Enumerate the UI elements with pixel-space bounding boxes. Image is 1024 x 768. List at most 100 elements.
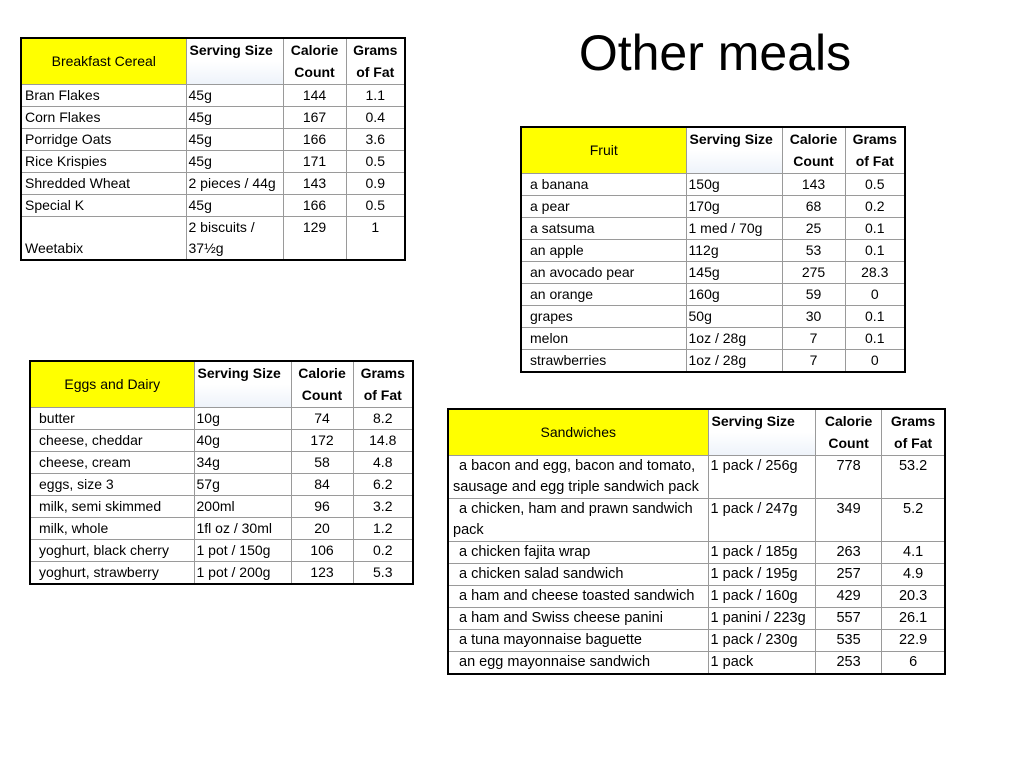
grams-of-fat: 0.9 <box>345 171 406 195</box>
food-name: Rice Krispies <box>20 149 187 173</box>
grams-of-fat: 14.8 <box>352 428 414 452</box>
calorie-count: 68 <box>781 194 846 218</box>
food-name: Porridge Oats <box>20 127 187 151</box>
calorie-count: 58 <box>290 450 354 474</box>
serving-size: 1 pack / 256g <box>707 454 816 499</box>
food-name: butter <box>29 406 195 430</box>
grams-of-fat: 8.2 <box>352 406 414 430</box>
grams-of-fat: 0.4 <box>345 105 406 129</box>
serving-size: 45g <box>185 193 284 217</box>
calorie-count-header: Calorie Count <box>282 37 347 85</box>
table-row: cheese, cream 34g 58 4.8 <box>29 450 414 474</box>
table-row: a ham and cheese toasted sandwich 1 pack … <box>447 584 946 608</box>
calorie-count: 429 <box>814 584 883 608</box>
food-name: a ham and cheese toasted sandwich <box>447 584 709 608</box>
food-name: a chicken, ham and prawn sandwich pack <box>447 497 709 542</box>
food-name: Special K <box>20 193 187 217</box>
serving-size: 112g <box>685 238 783 262</box>
grams-of-fat: 0 <box>844 282 906 306</box>
serving-size: 45g <box>185 105 284 129</box>
grams-of-fat: 1 <box>345 215 406 260</box>
food-name: milk, whole <box>29 516 195 540</box>
table-row: yoghurt, black cherry 1 pot / 150g 106 0.2 <box>29 538 414 562</box>
serving-size: 170g <box>685 194 783 218</box>
calorie-count: 166 <box>282 127 347 151</box>
table-row: grapes 50g 30 0.1 <box>520 304 906 328</box>
calorie-count: 263 <box>814 540 883 564</box>
table-row: a chicken fajita wrap 1 pack / 185g 263 4.1 <box>447 540 946 564</box>
serving-size: 1 pack / 195g <box>707 562 816 586</box>
serving-size: 1 pack / 247g <box>707 497 816 542</box>
grams-of-fat: 0.5 <box>345 193 406 217</box>
food-name: a tuna mayonnaise baguette <box>447 628 709 652</box>
grams-of-fat: 22.9 <box>881 628 946 652</box>
calorie-count: 106 <box>290 538 354 562</box>
food-name: grapes <box>520 304 687 328</box>
calorie-count: 167 <box>282 105 347 129</box>
table-category-header: Breakfast Cereal <box>20 37 187 85</box>
table-row: Corn Flakes 45g 167 0.4 <box>20 105 406 129</box>
food-name: an apple <box>520 238 687 262</box>
calorie-count-header: Calorie Count <box>814 408 883 456</box>
table-row: a banana 150g 143 0.5 <box>520 172 906 196</box>
serving-size: 1 pot / 200g <box>193 560 292 584</box>
grams-of-fat: 0.2 <box>844 194 906 218</box>
table-row: a bacon and egg, bacon and tomato, sausa… <box>447 454 946 499</box>
serving-size: 45g <box>185 127 284 151</box>
table-row: milk, semi skimmed 200ml 96 3.2 <box>29 494 414 518</box>
calorie-count: 257 <box>814 562 883 586</box>
eggs-and-dairy-table: Eggs and Dairy Serving Size Calorie Coun… <box>29 360 414 585</box>
serving-size: 57g <box>193 472 292 496</box>
serving-size: 1 pack / 230g <box>707 628 816 652</box>
serving-size-header: Serving Size <box>185 37 284 85</box>
grams-of-fat-header: Grams of Fat <box>352 360 414 408</box>
table-row: Bran Flakes 45g 144 1.1 <box>20 83 406 107</box>
serving-size-header: Serving Size <box>707 408 816 456</box>
food-name-text: an egg mayonnaise sandwich <box>459 653 651 670</box>
grams-of-fat: 0.2 <box>352 538 414 562</box>
table-row: yoghurt, strawberry 1 pot / 200g 123 5.3 <box>29 560 414 584</box>
calorie-count: 778 <box>814 454 883 499</box>
calorie-count: 143 <box>282 171 347 195</box>
food-name: a satsuma <box>520 216 687 240</box>
calorie-count-header: Calorie Count <box>781 126 846 174</box>
table-row: Rice Krispies 45g 171 0.5 <box>20 149 406 173</box>
calorie-count: 557 <box>814 606 883 630</box>
calorie-count: 535 <box>814 628 883 652</box>
grams-of-fat: 5.2 <box>881 497 946 542</box>
table-row: a chicken, ham and prawn sandwich pack 1 … <box>447 497 946 542</box>
calorie-count: 96 <box>290 494 354 518</box>
food-name-text: a tuna mayonnaise baguette <box>459 631 642 648</box>
serving-size: 160g <box>685 282 783 306</box>
grams-of-fat: 0 <box>844 348 906 372</box>
calorie-count: 172 <box>290 428 354 452</box>
calorie-count: 123 <box>290 560 354 584</box>
grams-of-fat: 4.9 <box>881 562 946 586</box>
grams-of-fat: 0.1 <box>844 216 906 240</box>
serving-size: 1fl oz / 30ml <box>193 516 292 540</box>
food-name: Shredded Wheat <box>20 171 187 195</box>
food-name: a chicken salad sandwich <box>447 562 709 586</box>
table-row: a satsuma 1 med / 70g 25 0.1 <box>520 216 906 240</box>
serving-size: 1 pack / 160g <box>707 584 816 608</box>
calorie-count: 275 <box>781 260 846 284</box>
calorie-count: 20 <box>290 516 354 540</box>
serving-size: 1 pot / 150g <box>193 538 292 562</box>
food-name-text: a chicken salad sandwich <box>459 565 624 582</box>
calorie-count: 74 <box>290 406 354 430</box>
food-name-text: a chicken fajita wrap <box>459 543 591 560</box>
table-row: an apple 112g 53 0.1 <box>520 238 906 262</box>
grams-of-fat: 0.5 <box>844 172 906 196</box>
serving-size: 1 panini / 223g <box>707 606 816 630</box>
table-row: Weetabix 2 biscuits / 37½g 129 1 <box>20 215 406 260</box>
table-row: Shredded Wheat 2 pieces / 44g 143 0.9 <box>20 171 406 195</box>
grams-of-fat: 0.1 <box>844 326 906 350</box>
serving-size: 2 biscuits / 37½g <box>185 215 284 260</box>
grams-of-fat: 1.1 <box>345 83 406 107</box>
food-name: a ham and Swiss cheese panini <box>447 606 709 630</box>
food-name: Bran Flakes <box>20 83 187 107</box>
calorie-count: 59 <box>781 282 846 306</box>
grams-of-fat-header: Grams of Fat <box>844 126 906 174</box>
table-row: butter 10g 74 8.2 <box>29 406 414 430</box>
serving-size: 34g <box>193 450 292 474</box>
